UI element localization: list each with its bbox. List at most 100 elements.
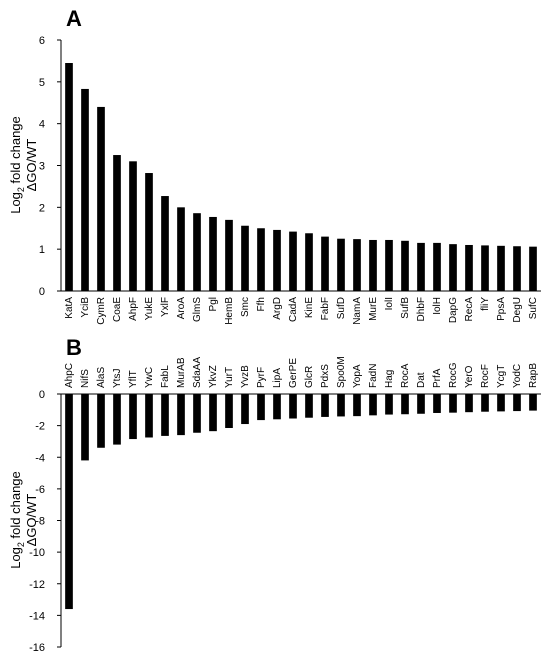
panel-b-bar: [161, 394, 169, 436]
panel-a-bar: [401, 240, 409, 291]
panel-a-bar: [289, 231, 297, 291]
panel-a-y-tick-label: 0: [39, 286, 45, 298]
panel-a-bar: [177, 207, 185, 291]
panel-b-category-label: SdaAA: [192, 357, 203, 388]
panel-a-bar: [481, 245, 489, 291]
panel-b-category-label: GerPE: [288, 358, 299, 388]
panel-a-category-label: DhbF: [416, 297, 427, 321]
panel-a-bar: [161, 196, 169, 291]
panel-a-bar: [81, 88, 89, 291]
panel-a-category-label: AroA: [176, 297, 187, 320]
panel-a-category-label: RecA: [464, 297, 475, 322]
panel-b-category-label: YtsJ: [112, 369, 123, 388]
panel-a-category-label: YukE: [144, 297, 155, 321]
panel-a-bar: [97, 106, 105, 291]
panel-b-bar: [529, 394, 537, 411]
panel-a-category-label: DegU: [512, 297, 523, 323]
panel-b-category-label: YkvZ: [208, 365, 219, 388]
panel-a-category-label: KatA: [64, 297, 75, 319]
panel-b-bar: [65, 394, 73, 610]
panel-a-y-tick-label: 2: [39, 202, 45, 214]
panel-a-category-label: CadA: [288, 297, 299, 322]
panel-b-y-tick-label: -2: [35, 421, 45, 433]
panel-a-category-label: CoaE: [112, 297, 123, 322]
panel-b-y-axis-title-line1: Log2 fold change: [8, 471, 26, 569]
panel-a-bar: [385, 239, 393, 291]
panel-a-category-label: Ffh: [256, 297, 267, 311]
panel-b-bar: [273, 394, 281, 420]
panel-a-bar: [145, 173, 153, 291]
panel-a-bar: [65, 63, 73, 292]
panel-a-y-axis-title: Log2 fold change ΔGO/WT: [8, 116, 39, 214]
panel-a-letter: A: [66, 6, 82, 31]
panel-b-category-label: YvzB: [240, 365, 251, 388]
panel-b-category-label: YerO: [464, 365, 475, 388]
panel-a-y-tick-label: 4: [39, 119, 45, 131]
panel-a-category-label: IolH: [432, 297, 443, 315]
panel-b-category-label: RocG: [448, 362, 459, 388]
panel-a-bar: [513, 246, 521, 291]
panel-b-category-label: AhpC: [64, 363, 75, 388]
panel-b-y-tick-label: 0: [39, 389, 45, 401]
panel-a-category-label: CymR: [96, 297, 107, 325]
panel-b-category-label: AlaS: [96, 367, 107, 388]
panel-a-bar: [321, 236, 329, 291]
panel-b-bar: [209, 394, 217, 432]
panel-b-category-label: GlcR: [304, 366, 315, 388]
panel-b-category-label: MurAB: [176, 357, 187, 388]
panel-a-category-label: YciB: [80, 297, 91, 318]
panel-b-bar: [305, 394, 313, 418]
panel-b-category-label: PdxS: [320, 364, 331, 388]
panel-a-bar: [241, 225, 249, 291]
panel-a-category-label: PpsA: [496, 297, 507, 321]
panel-b-category-label: RapB: [528, 363, 539, 388]
panel-b-bar: [257, 394, 265, 421]
panel-a-bar: [449, 244, 457, 291]
panel-a-bar: [369, 239, 377, 291]
panel-b-bar: [337, 394, 345, 417]
panel-a-bar: [497, 245, 505, 291]
panel-a-bar: [113, 155, 121, 291]
panel-a-category-label: GlmS: [192, 297, 203, 322]
panel-b-category-label: PyrF: [256, 367, 267, 388]
panel-a-bar: [353, 239, 361, 291]
panel-b-category-label: YodC: [512, 364, 523, 388]
panel-b-y-tick-label: -16: [29, 642, 45, 654]
panel-a-category-label: FabF: [320, 297, 331, 320]
panel-a-category-label: HemB: [224, 297, 235, 325]
panel-b-category-label: YflT: [128, 370, 139, 388]
panel-b-category-label: RocA: [400, 363, 411, 388]
panel-a-bar: [529, 246, 537, 291]
panel-b-bar: [97, 394, 105, 448]
panel-a-category-label: Pgl: [208, 297, 219, 311]
panel-a-y-axis-title-line1: Log2 fold change: [8, 116, 26, 214]
panel-b-y-tick-label: -6: [35, 484, 45, 496]
panel-a-category-label: ArgD: [272, 297, 283, 320]
panel-b-bar: [81, 394, 89, 461]
panel-a-category-label: DapG: [448, 297, 459, 323]
panel-b-bar: [113, 394, 121, 445]
panel-b-bar: [129, 394, 137, 440]
panel-b-bar: [401, 394, 409, 415]
panel-a-bar: [305, 233, 313, 291]
panel-b-bar: [513, 394, 521, 412]
panel-a-bar: [225, 219, 233, 291]
panel-b-category-label: FabL: [160, 365, 171, 388]
panel-b-y-axis-title-line2: ΔGO/WT: [24, 494, 39, 547]
panel-b-bar: [433, 394, 441, 413]
panel-b-letter: B: [66, 335, 82, 360]
panel-a-bar: [193, 213, 201, 291]
panel-a-bar: [417, 242, 425, 291]
panel-b-y-tick-label: -8: [35, 516, 45, 528]
panel-b-category-label: RocF: [480, 364, 491, 388]
panel-b-category-label: Spo0M: [336, 356, 347, 388]
panel-b-category-label: YopA: [352, 364, 363, 388]
panel-b-bar: [385, 394, 393, 415]
panel-b-bar: [177, 394, 185, 436]
panel-b-category-label: YurT: [224, 367, 235, 388]
panel-b-bar: [353, 394, 361, 417]
panel-a-category-label: NamA: [352, 297, 363, 325]
panel-b-category-label: YwC: [144, 367, 155, 388]
panel-b-category-label: YcgT: [496, 365, 507, 388]
panel-a-bar: [273, 229, 281, 291]
